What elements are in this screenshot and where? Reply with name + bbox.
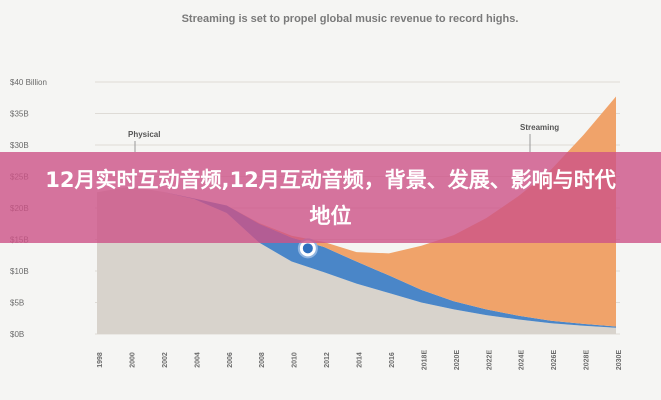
x-tick-label: 2002 [162, 352, 169, 368]
x-tick-label: 2024E [519, 350, 526, 371]
x-tick-label: 2028E [584, 350, 591, 371]
area-streaming [97, 96, 616, 327]
x-tick-label: 1998 [97, 352, 104, 368]
x-tick-label: 2018E [421, 350, 428, 371]
x-tick-label: 2012 [324, 352, 331, 368]
x-tick-label: 2022E [486, 350, 493, 371]
x-tick-label: 2006 [227, 352, 234, 368]
x-tick-label: 2010 [292, 352, 299, 368]
annotation-streaming: Streaming [520, 123, 559, 132]
x-tick-label: 2004 [194, 352, 201, 368]
marker-dot [302, 243, 313, 254]
x-tick-label: 2014 [357, 352, 364, 368]
x-tick-label: 2000 [129, 352, 136, 368]
chart-title: Streaming is set to propel global music … [182, 13, 519, 25]
y-tick-label: $30B [10, 141, 29, 150]
x-tick-label: 2030E [616, 350, 623, 371]
x-tick-label: 2016 [389, 352, 396, 368]
x-axis-ticks: 1998 2000 2002 2004 2006 2008 2010 2012 2014 2016… [97, 350, 623, 371]
x-tick-label: 2026E [551, 350, 558, 371]
banner-title: 12月实时互动音频,12月互动音频，背景、发展、影响与时代地位 [45, 167, 616, 228]
y-tick-label: $5B [10, 299, 24, 308]
y-tick-label: $10B [10, 267, 29, 276]
y-tick-label: $35B [10, 110, 29, 119]
annotation-physical: Physical [128, 130, 160, 139]
y-tick-label: $0B [10, 330, 24, 339]
title-banner: 12月实时互动音频,12月互动音频，背景、发展、影响与时代地位 [0, 152, 661, 243]
y-tick-label: $40 Billion [10, 78, 47, 87]
x-tick-label: 2020E [454, 350, 461, 371]
x-tick-label: 2008 [259, 352, 266, 368]
